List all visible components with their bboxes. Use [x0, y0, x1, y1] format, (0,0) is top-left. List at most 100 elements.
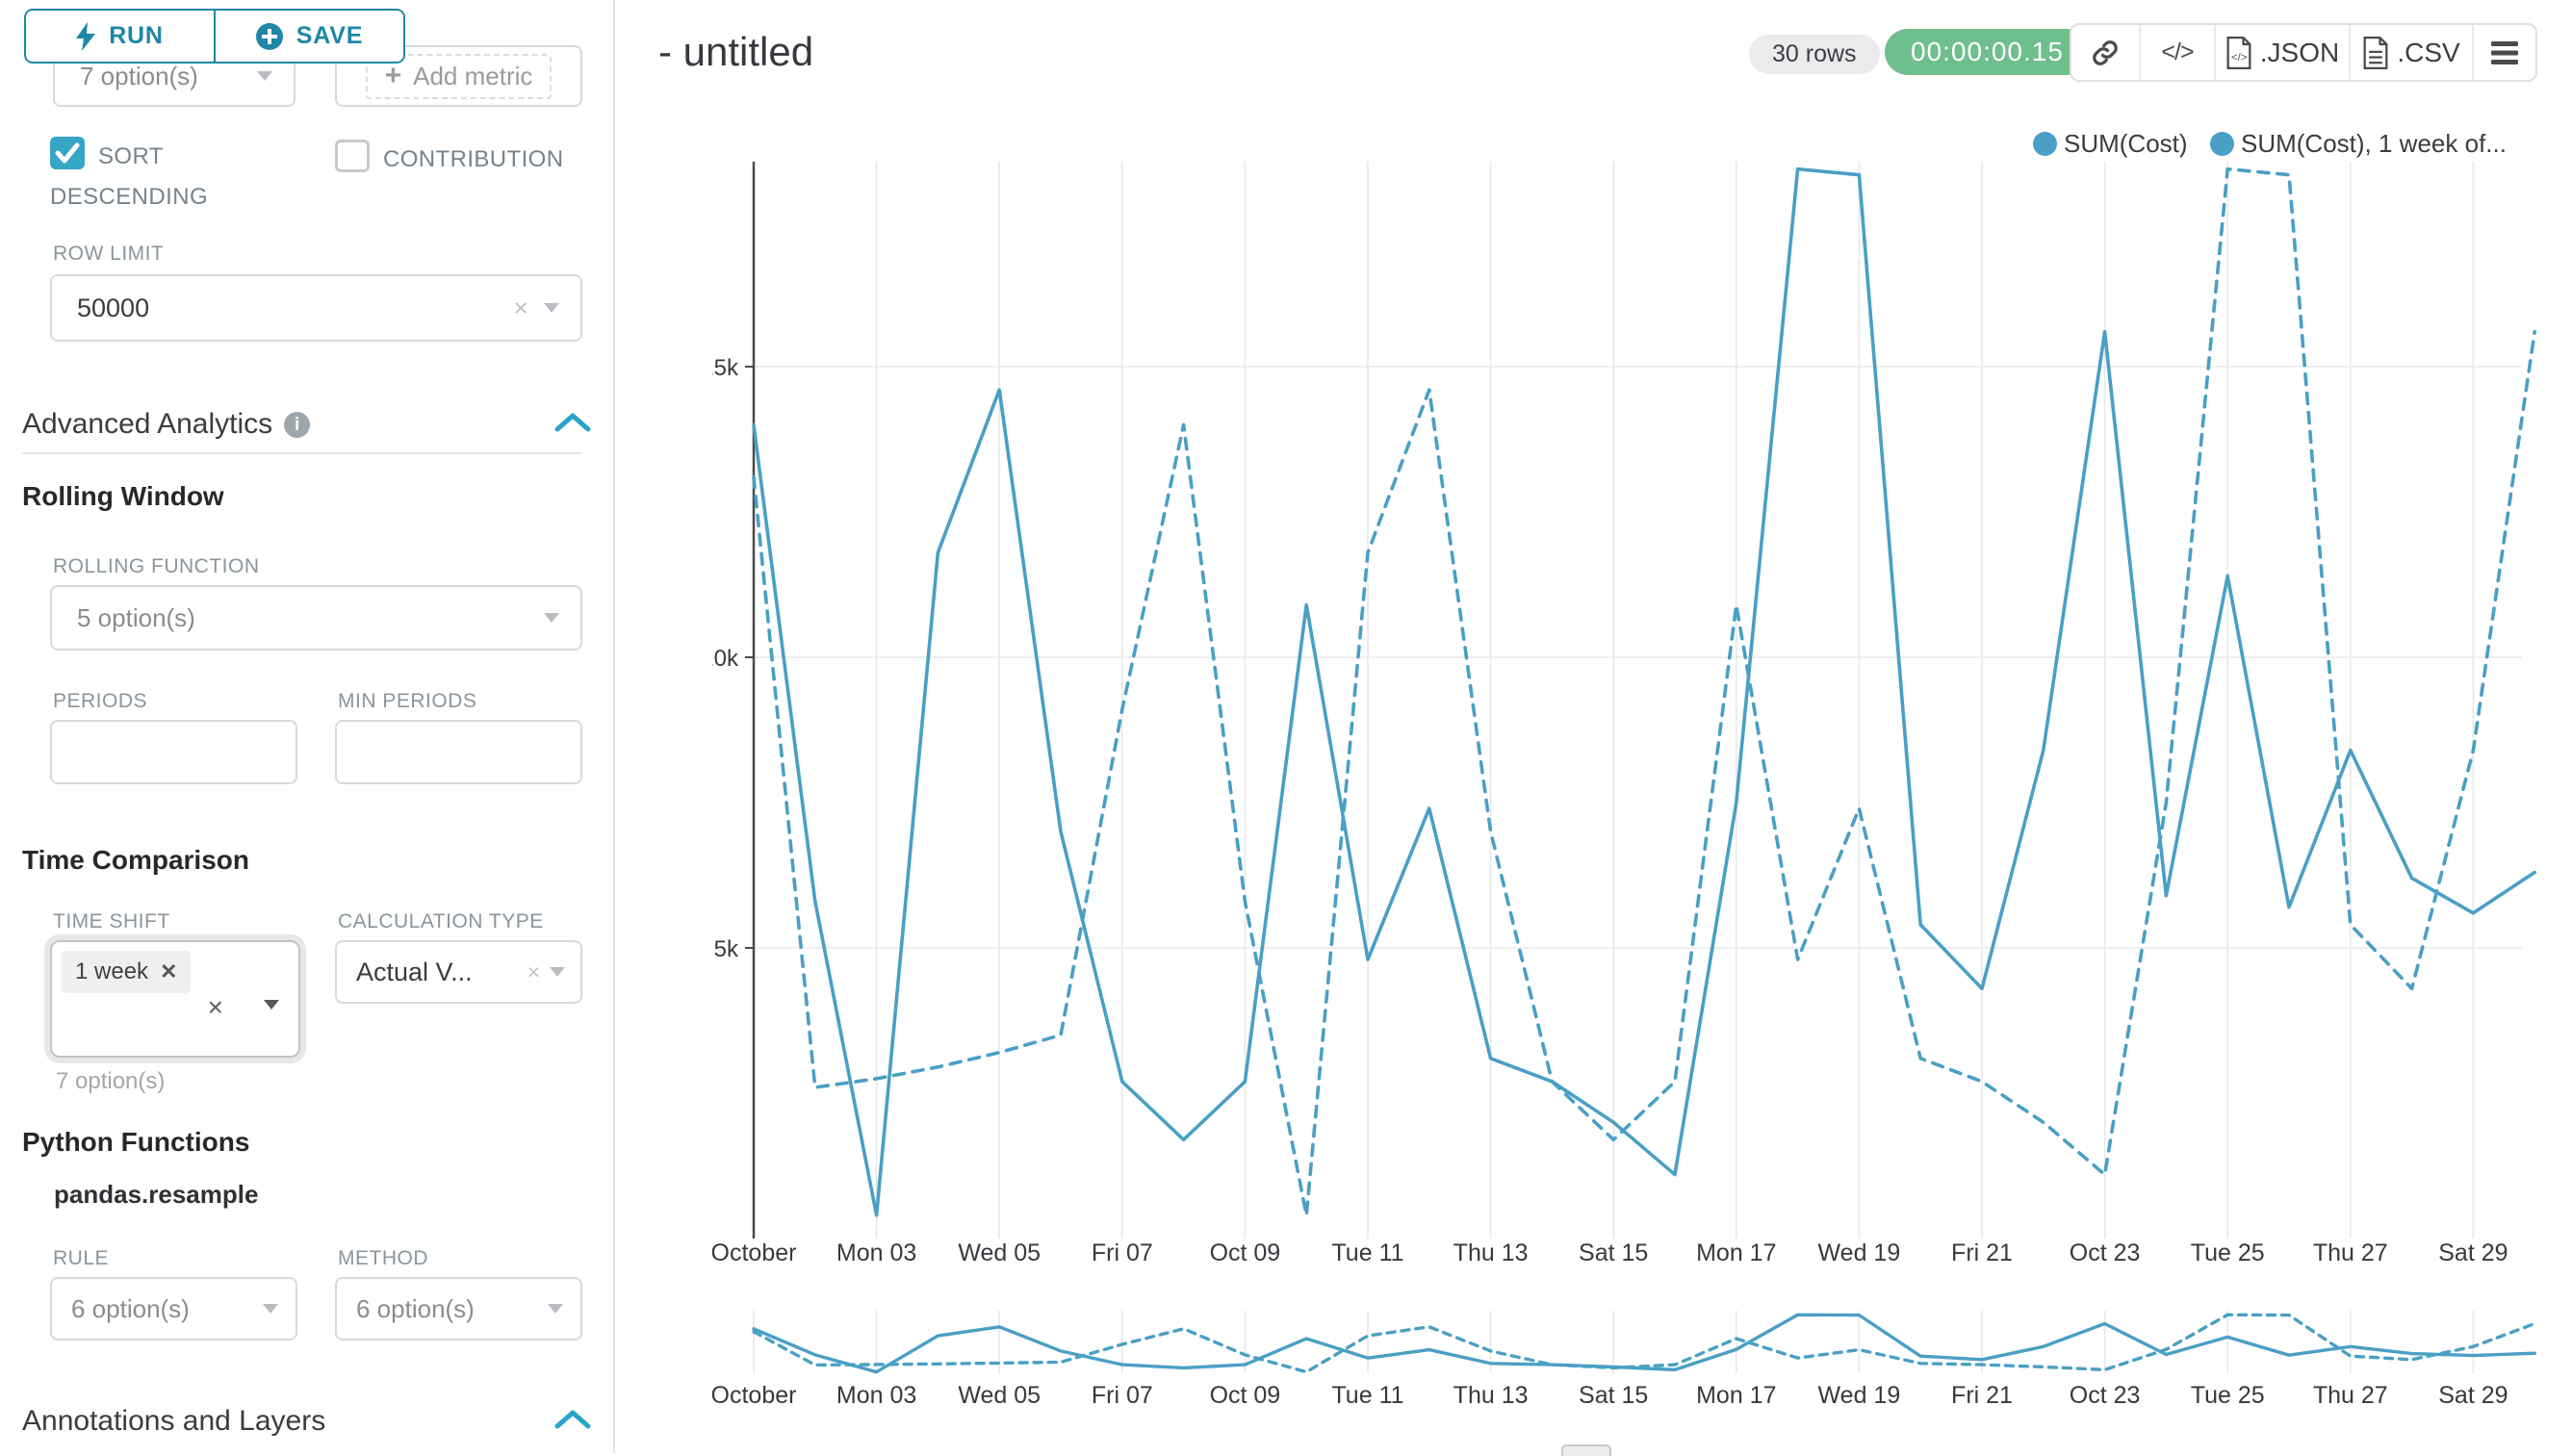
rolling-function-select[interactable]: 5 option(s)	[50, 585, 582, 651]
x-axis-label: Sat 29	[2438, 1382, 2508, 1409]
periods-label: PERIODS	[53, 690, 148, 712]
x-axis-label: Wed 05	[958, 1239, 1041, 1266]
chevron-down-icon	[544, 303, 559, 313]
min-periods-label: MIN PERIODS	[338, 690, 477, 712]
run-button[interactable]: RUN	[26, 11, 214, 62]
rule-select[interactable]: 6 option(s)	[50, 1277, 297, 1341]
timeseries-preview-strip[interactable]: October Mon 03 Wed 05 Fri 07 Oct 09 Tue 11 Thu…	[712, 1299, 2556, 1453]
export-csv-button[interactable]: .CSV	[2351, 25, 2472, 80]
series-line	[752, 166, 2536, 1217]
time-shift-hint: 7 option(s)	[56, 1068, 166, 1094]
export-json-button[interactable]: </> .JSON	[2216, 25, 2349, 80]
rolling-function-label: ROLLING FUNCTION	[53, 555, 260, 577]
x-axis-label: Mon 17	[1696, 1382, 1776, 1409]
copy-link-button[interactable]	[2071, 25, 2139, 80]
x-axis-label: Sat 15	[1579, 1239, 1648, 1266]
clear-icon[interactable]: ×	[513, 293, 528, 322]
x-axis-label: Sat 29	[2438, 1239, 2508, 1266]
embed-code-button[interactable]: </>	[2141, 25, 2214, 80]
series-select-value: 7 option(s)	[80, 61, 198, 90]
json-file-icon: </>	[2226, 36, 2251, 69]
contribution-control[interactable]: CONTRIBUTION	[335, 140, 585, 180]
x-axis-label: Fri 07	[1092, 1239, 1153, 1266]
legend-item-sum-cost-offset[interactable]: SUM(Cost), 1 week of...	[2210, 129, 2507, 159]
calculation-type-value: Actual V...	[356, 957, 473, 986]
toolbar-separator	[2349, 25, 2351, 80]
rolling-function-value: 5 option(s)	[77, 602, 195, 632]
scrollbar-handle[interactable]	[1561, 1444, 1611, 1456]
sort-descending-checkbox[interactable]	[50, 137, 85, 169]
remove-tag-icon[interactable]: ✕	[160, 959, 178, 983]
x-axis-label: Oct 23	[2070, 1382, 2141, 1409]
csv-file-icon	[2363, 36, 2388, 69]
legend-label: SUM(Cost)	[2064, 129, 2188, 158]
x-axis-label: Thu 27	[2313, 1239, 2388, 1266]
contribution-checkbox[interactable]	[335, 140, 370, 172]
run-button-label: RUN	[109, 22, 164, 49]
add-metric-button[interactable]: + Add metric	[335, 45, 582, 107]
collapse-chevron-icon[interactable]	[554, 412, 591, 433]
x-axis-label: Sat 15	[1579, 1382, 1648, 1409]
export-json-label: .JSON	[2259, 37, 2340, 67]
plus-icon: +	[384, 60, 402, 91]
x-axis-label: October	[712, 1239, 796, 1266]
chevron-down-icon	[544, 613, 559, 623]
x-axis-label: Mon 03	[836, 1239, 916, 1266]
x-axis-label: Oct 09	[1210, 1382, 1281, 1409]
chart-title[interactable]: - untitled	[658, 29, 814, 74]
row-count-badge: 30 rows	[1749, 35, 1880, 74]
query-timer-label: 00:00:00.15	[1911, 37, 2064, 66]
chevron-down-icon	[264, 1000, 279, 1009]
time-shift-select[interactable]: 1 week ✕ ×	[50, 940, 300, 1058]
time-comparison-title: Time Comparison	[22, 845, 249, 875]
x-axis-label: Mon 03	[836, 1382, 916, 1409]
toolbar-separator	[2472, 25, 2474, 80]
x-axis-label: Thu 13	[1453, 1382, 1529, 1409]
series-line	[752, 1313, 2536, 1374]
chevron-down-icon	[263, 1304, 278, 1314]
calculation-type-label: CALCULATION TYPE	[338, 910, 544, 932]
clear-icon[interactable]: ×	[527, 958, 540, 984]
hamburger-menu-icon	[2491, 40, 2518, 64]
save-button[interactable]: SAVE	[214, 11, 403, 62]
timeseries-line-chart[interactable]: 5k 10k 15k October Mon 03 Wed 05 Fri 07 Oct 09 T…	[712, 154, 2556, 1275]
min-periods-input[interactable]	[335, 720, 582, 784]
method-value: 6 option(s)	[356, 1293, 475, 1323]
collapse-chevron-icon[interactable]	[554, 1409, 591, 1430]
rule-label: RULE	[53, 1247, 110, 1269]
row-limit-label: ROW LIMIT	[53, 243, 165, 265]
chart-menu-button[interactable]	[2474, 25, 2535, 80]
run-save-button-group: RUN SAVE	[24, 9, 405, 64]
rule-value: 6 option(s)	[71, 1293, 190, 1323]
method-label: METHOD	[338, 1247, 428, 1269]
calculation-type-select[interactable]: Actual V... ×	[335, 940, 582, 1004]
y-axis-label: 5k	[714, 936, 739, 962]
chevron-down-icon	[257, 71, 272, 81]
chevron-down-icon	[548, 1304, 563, 1314]
lightning-icon	[76, 21, 96, 51]
x-axis-label: Wed 19	[1818, 1382, 1901, 1409]
clear-icon[interactable]: ×	[207, 992, 223, 1022]
x-axis-label: Fri 21	[1951, 1382, 2013, 1409]
y-axis-label: 15k	[712, 355, 739, 381]
legend-item-sum-cost[interactable]: SUM(Cost)	[2033, 129, 2188, 159]
link-icon	[2093, 39, 2118, 65]
series-line-offset	[752, 1313, 2536, 1374]
panel-divider	[613, 0, 615, 1453]
time-shift-tag: 1 week ✕	[62, 951, 192, 993]
sort-descending-control[interactable]: SORT DESCENDING	[50, 137, 291, 217]
x-axis-label: Tue 11	[1331, 1239, 1403, 1266]
x-axis-label: Tue 25	[2191, 1382, 2265, 1409]
save-button-label: SAVE	[296, 22, 364, 49]
row-limit-select[interactable]: 50000 ×	[50, 274, 582, 342]
x-axis-label: Wed 19	[1818, 1239, 1901, 1266]
x-axis-label: Tue 25	[2191, 1239, 2265, 1266]
svg-text:</>: </>	[2231, 51, 2248, 63]
method-select[interactable]: 6 option(s)	[335, 1277, 582, 1341]
resample-label: pandas.resample	[54, 1180, 259, 1209]
periods-input[interactable]	[50, 720, 297, 784]
annotations-title[interactable]: Annotations and Layers	[22, 1405, 326, 1437]
advanced-analytics-header[interactable]: Advanced Analytics i	[22, 408, 311, 441]
x-axis-label: Oct 09	[1210, 1239, 1281, 1266]
export-toolbar: </> </> .JSON .CSV	[2070, 23, 2537, 82]
